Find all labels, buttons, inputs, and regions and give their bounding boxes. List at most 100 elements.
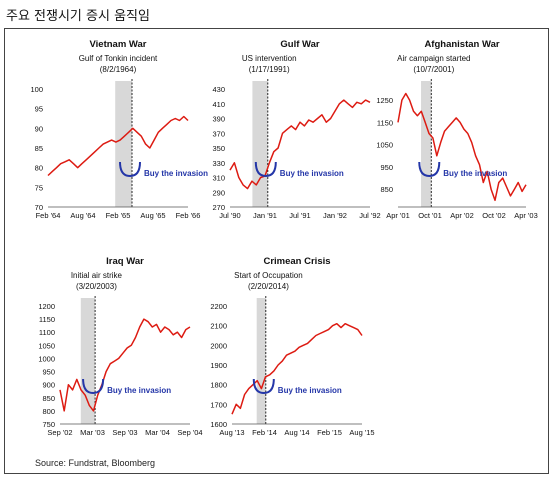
series-line bbox=[59, 318, 191, 412]
event-label: US intervention bbox=[242, 54, 297, 63]
y-tick-label: 1800 bbox=[210, 381, 227, 390]
chart-title: Afghanistan War bbox=[424, 39, 499, 50]
source-note: Source: Fundstrat, Bloomberg bbox=[35, 458, 156, 468]
y-tick-label: 850 bbox=[380, 185, 393, 194]
x-tick-label: Aug '65 bbox=[140, 211, 165, 220]
event-label: Initial air strike bbox=[71, 271, 123, 280]
buy-annotation: Buy the invasion bbox=[107, 386, 171, 395]
y-tick-label: 1700 bbox=[210, 400, 227, 409]
invasion-bracket bbox=[82, 378, 105, 395]
x-tick-label: Jul '91 bbox=[289, 211, 310, 220]
chart-frame bbox=[4, 28, 549, 474]
y-tick-label: 2200 bbox=[210, 302, 227, 311]
series-line bbox=[231, 322, 363, 415]
invasion-bracket bbox=[252, 378, 275, 395]
y-tick-label: 70 bbox=[35, 203, 43, 212]
x-tick-label: Mar '03 bbox=[80, 428, 105, 437]
x-tick-label: Mar '04 bbox=[145, 428, 170, 437]
event-label: Air campaign started bbox=[397, 54, 470, 63]
x-tick-label: Sep '04 bbox=[177, 428, 202, 437]
y-tick-label: 2100 bbox=[210, 322, 227, 331]
buy-annotation: Buy the invasion bbox=[280, 169, 344, 178]
invasion-bracket bbox=[254, 161, 277, 178]
y-tick-label: 310 bbox=[212, 174, 225, 183]
x-tick-label: Oct '01 bbox=[418, 211, 442, 220]
chart-title: Gulf War bbox=[280, 39, 320, 50]
y-tick-label: 430 bbox=[212, 85, 225, 94]
chart-title: Iraq War bbox=[106, 256, 144, 267]
x-tick-label: Sep '02 bbox=[47, 428, 72, 437]
x-tick-label: Aug '14 bbox=[284, 428, 309, 437]
x-tick-label: Feb '14 bbox=[252, 428, 277, 437]
y-tick-label: 100 bbox=[30, 85, 43, 94]
x-tick-label: Jan '91 bbox=[253, 211, 277, 220]
x-tick-label: Jul '90 bbox=[219, 211, 240, 220]
x-tick-label: Jul '92 bbox=[359, 211, 380, 220]
y-tick-label: 290 bbox=[212, 188, 225, 197]
y-tick-label: 1600 bbox=[210, 420, 227, 429]
y-tick-label: 95 bbox=[35, 105, 43, 114]
y-tick-label: 350 bbox=[212, 144, 225, 153]
x-tick-label: Apr '02 bbox=[450, 211, 474, 220]
buy-annotation: Buy the invasion bbox=[443, 169, 507, 178]
y-tick-label: 1150 bbox=[39, 315, 55, 324]
event-band bbox=[252, 81, 268, 207]
event-label: Start of Occupation bbox=[234, 271, 302, 280]
event-date: (8/2/1964) bbox=[100, 65, 137, 74]
x-tick-label: Sep '03 bbox=[112, 428, 137, 437]
y-tick-label: 90 bbox=[35, 124, 43, 133]
x-tick-label: Feb '66 bbox=[176, 211, 201, 220]
y-tick-label: 75 bbox=[35, 183, 43, 192]
y-tick-label: 2000 bbox=[210, 341, 227, 350]
event-label: Gulf of Tonkin incident bbox=[79, 54, 158, 63]
event-band bbox=[421, 81, 432, 207]
y-tick-label: 850 bbox=[42, 394, 55, 403]
x-tick-label: Oct '02 bbox=[482, 211, 506, 220]
x-tick-label: Apr '03 bbox=[514, 211, 538, 220]
x-tick-label: Feb '65 bbox=[106, 211, 131, 220]
event-date: (1/17/1991) bbox=[249, 65, 290, 74]
y-tick-label: 1900 bbox=[210, 361, 227, 370]
x-tick-label: Feb '15 bbox=[317, 428, 342, 437]
y-tick-label: 330 bbox=[212, 159, 225, 168]
chart-title: Vietnam War bbox=[89, 39, 146, 50]
y-tick-label: 800 bbox=[42, 407, 55, 416]
invasion-bracket bbox=[418, 161, 441, 178]
event-band bbox=[115, 81, 132, 207]
y-tick-label: 900 bbox=[42, 381, 55, 390]
y-tick-label: 750 bbox=[42, 420, 55, 429]
x-tick-label: Aug '13 bbox=[219, 428, 244, 437]
y-tick-label: 1250 bbox=[376, 96, 393, 105]
event-date: (10/7/2001) bbox=[413, 65, 454, 74]
buy-annotation: Buy the invasion bbox=[278, 386, 342, 395]
y-tick-label: 950 bbox=[42, 368, 55, 377]
series-line bbox=[229, 99, 371, 190]
y-tick-label: 1000 bbox=[38, 354, 55, 363]
y-tick-label: 950 bbox=[380, 163, 393, 172]
x-tick-label: Jan '92 bbox=[323, 211, 347, 220]
event-band bbox=[80, 298, 96, 424]
y-tick-label: 80 bbox=[35, 164, 43, 173]
y-tick-label: 1150 bbox=[377, 118, 393, 127]
y-tick-label: 370 bbox=[212, 129, 225, 138]
y-tick-label: 85 bbox=[35, 144, 43, 153]
x-tick-label: Aug '64 bbox=[70, 211, 95, 220]
x-tick-label: Feb '64 bbox=[36, 211, 61, 220]
y-tick-label: 1050 bbox=[376, 141, 393, 150]
invasion-bracket bbox=[119, 161, 141, 178]
y-tick-label: 390 bbox=[212, 115, 225, 124]
event-band bbox=[256, 298, 266, 424]
y-tick-label: 410 bbox=[212, 100, 225, 109]
event-date: (3/20/2003) bbox=[76, 282, 117, 291]
y-tick-label: 270 bbox=[212, 203, 225, 212]
buy-annotation: Buy the invasion bbox=[144, 169, 208, 178]
y-tick-label: 1200 bbox=[38, 302, 55, 311]
event-date: (2/20/2014) bbox=[248, 282, 289, 291]
x-tick-label: Apr '01 bbox=[386, 211, 410, 220]
series-line bbox=[397, 92, 527, 202]
series-line bbox=[47, 115, 189, 177]
page-title: 주요 전쟁시기 증시 움직임 bbox=[6, 9, 150, 24]
x-tick-label: Aug '15 bbox=[349, 428, 374, 437]
y-tick-label: 1050 bbox=[38, 341, 55, 350]
